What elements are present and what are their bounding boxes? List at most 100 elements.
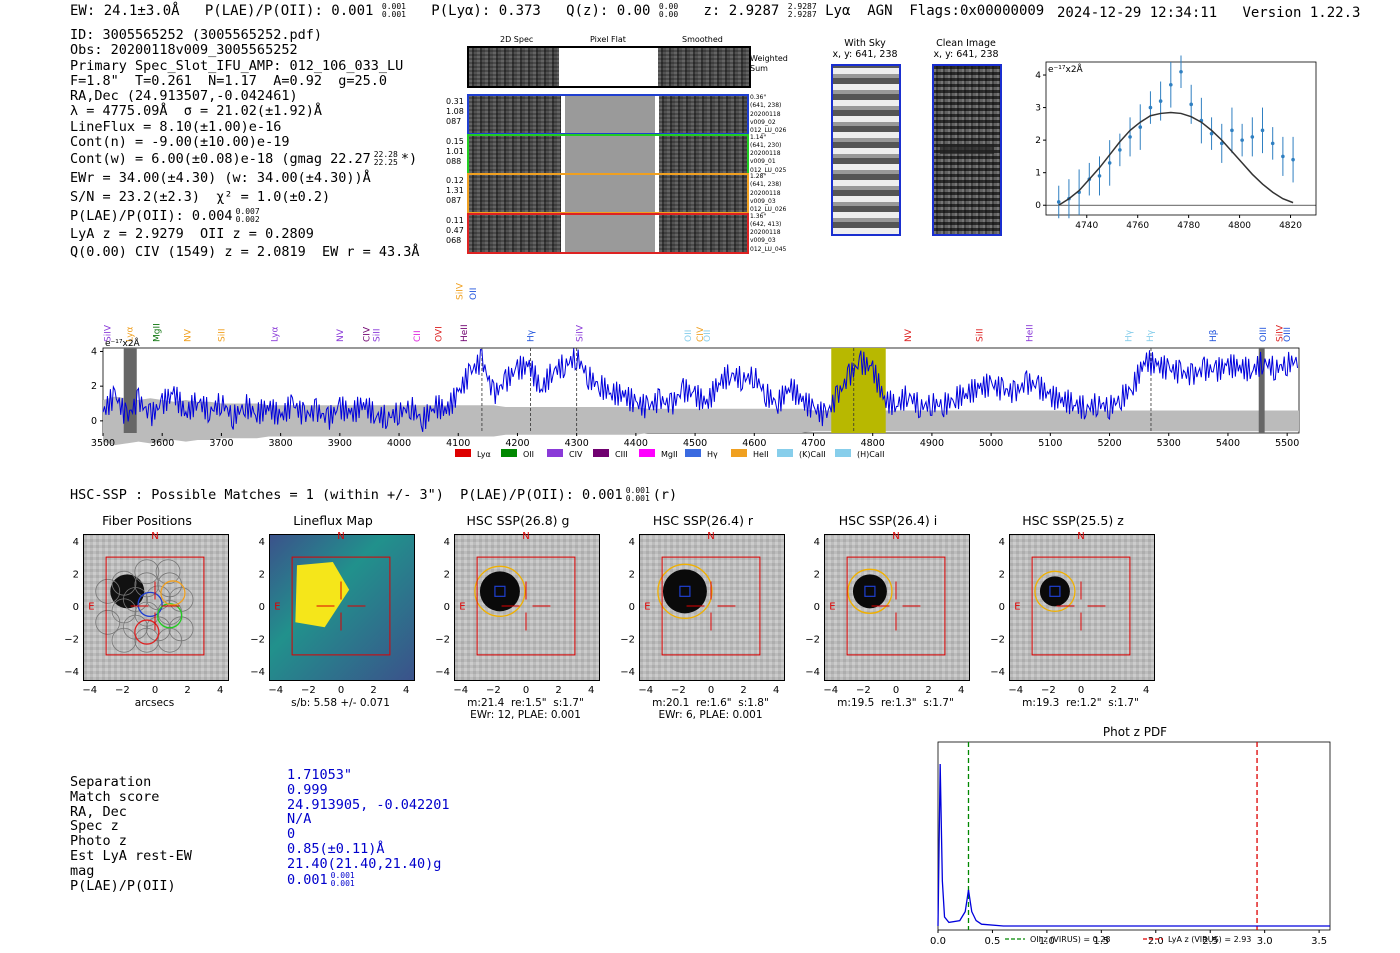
spec-row-left-4: 0.11 0.47 068 [446,216,464,246]
spectrum-xtick: 3600 [150,438,174,449]
spectrum-legend-label: CIII [615,450,628,459]
header-z-hi: 2.9287 [787,2,817,11]
spec-row-left-1: 0.31 1.08 087 [446,97,464,127]
spec-row-left-val: 0.11 [446,215,464,225]
hsc-xtick: −4 [638,685,653,696]
search-box [846,556,946,656]
spec-row-4 [467,212,749,254]
spec-row-right-val: 012_LU_045 [750,245,787,253]
photz-xtick: 3.0 [1257,936,1273,947]
hsc-caption-line1: m:21.4 re:1.5" s:1.7" [467,697,584,709]
spec-row-left-2: 0.15 1.01 088 [446,137,464,167]
spec-row-left-val: 0.15 [446,136,464,146]
spectrum-line-label: SiII [373,328,383,342]
spec-row-right-val: v009_03 [750,197,776,205]
source-blob [662,569,707,614]
line-fit-ytick: 1 [1035,169,1041,179]
east-label: E [829,601,835,612]
spec-row-right-val: (641, 230) [750,141,782,149]
spectrum-legend-swatch [777,449,793,457]
spectrum-xtick: 4500 [683,438,707,449]
line-fit-point [1219,141,1224,146]
photz-xtick: 1.0 [1039,936,1055,947]
spec-row-flat [565,135,655,173]
spec-row-left-val: 068 [446,235,462,245]
photz-xtick: 1.5 [1093,936,1109,947]
spec-row-right-val: 012_LU_026 [750,127,787,135]
line-fit-ytick: 3 [1035,104,1041,114]
hsc-ytick: −2 [620,635,635,646]
info-lya: LyA z = 2.9279 OII z = 0.2809 [70,226,314,243]
source-blob [1039,576,1070,607]
spectrum-legend-swatch [547,449,563,457]
spectrum-xtick: 3500 [91,438,115,449]
photz-xtick: 2.0 [1148,936,1164,947]
spectrum-legend-swatch [501,449,517,457]
spec-row-smoothed [659,135,747,173]
north-label: N [707,531,714,542]
info-radec: RA,Dec (24.913507,-0.042461) [70,88,298,105]
spectrum-legend-label: CIV [569,450,583,459]
header-version: Version 1.22.3 [1242,5,1361,21]
hsc-xtick: 4 [1143,685,1149,696]
spectrum-above-label: SiIV [455,282,465,300]
info-lineflux: LineFlux = 8.10(±1.00)e-16 [70,118,282,135]
hsc-panel-3: HSC SSP(26.8) g N E −4 −4 −2 −2 0 0 2 2 4 4 m:21.4 r… [433,510,603,725]
photz-xtick: 0.0 [930,936,946,947]
weighted-sum-label: Weighted Sum [750,54,788,73]
hsc-panel-image [269,534,415,681]
info-contw-end: *) [400,151,418,168]
spectrum-line-label: SiII [975,328,985,342]
spectrum-line-label: Hβ [1209,329,1219,342]
hsc-xtick: −4 [82,685,97,696]
header-bar: EW: 24.1±3.0Å P(LAE)/P(OII): 0.001 0.001… [70,2,1044,20]
spec-row-right-val: 012_LU_026 [750,206,787,214]
spectrum-legend-label: (K)CaII [799,450,826,459]
header-plae: P(LAE)/P(OII): 0.001 [204,3,374,19]
spectrum-line-label: SiIV [104,324,114,342]
spectrum-flux-line [102,348,1299,432]
fiber-highlight [157,603,183,629]
spectrum-ylabel: e⁻¹⁷x2Å [105,337,141,349]
lineflux-peak [295,561,350,628]
spectrum-above-label: OII [469,288,479,300]
fiber-circle [95,609,121,635]
spec-row-2d [469,135,561,173]
line-fit-point [1240,138,1244,142]
spec-row-1 [467,94,749,135]
spectrum-line-label: Lyα [126,326,136,342]
match-label: RA, Dec [70,803,127,820]
line-fit-point [1281,154,1285,159]
match-value: 0.001 0.001 0.001 [287,871,450,888]
aperture-circle [1034,570,1076,612]
hsc-ytick: 2 [444,569,450,580]
info-primary: Primary Spec_Slot_IFU_AMP: 012_106_033_L… [70,57,404,74]
info-gmag-lo: 22.25 [373,158,398,168]
hsc-panel-overlay: N E −4−4 −2 −2 0 0 2 2 4 4 [805,531,964,696]
spectrum-xtick: 4700 [801,438,825,449]
clean-cutout [932,64,1002,236]
header-plya: P(Lyα): 0.373 [431,3,541,19]
match-label: Spec z [70,818,119,835]
hsc-panel-caption: arcsecs [72,697,237,709]
line-fit-point [1189,102,1193,107]
aperture-circle [847,568,893,614]
hsc-ytick: 4 [73,537,79,548]
photz-legend-label: LyA z (VIRUS) = 2.93 [1168,935,1251,944]
match-label: Est LyA rest-EW [70,847,192,864]
spec-row-flat [565,214,655,252]
line-fit-xtick: 4740 [1075,221,1098,231]
photz-chart: Phot z PDF 0.0 0.5 1.0 1.5 2.0 2.5 3.0 3.5 OII … [930,725,1331,947]
spectrum-line-label: OII [684,330,694,342]
photz-frame [937,741,1331,931]
spec-row-flat [565,96,655,133]
hsc-xtick: 2 [740,685,746,696]
hsc-ytick: −4 [620,667,635,678]
east-label: E [1014,601,1020,612]
search-box [661,556,761,656]
hsc-panel-caption: m:20.1 re:1.6" s:1.8" EWr: 6, PLAE: 0.001 [628,697,793,721]
hsc-xtick: 4 [773,685,779,696]
hsc-panel-caption: m:21.4 re:1.5" s:1.7" EWr: 12, PLAE: 0.00… [443,697,608,721]
fiber-circle [111,627,137,653]
spectrum-line-label: Hγ [526,329,536,342]
